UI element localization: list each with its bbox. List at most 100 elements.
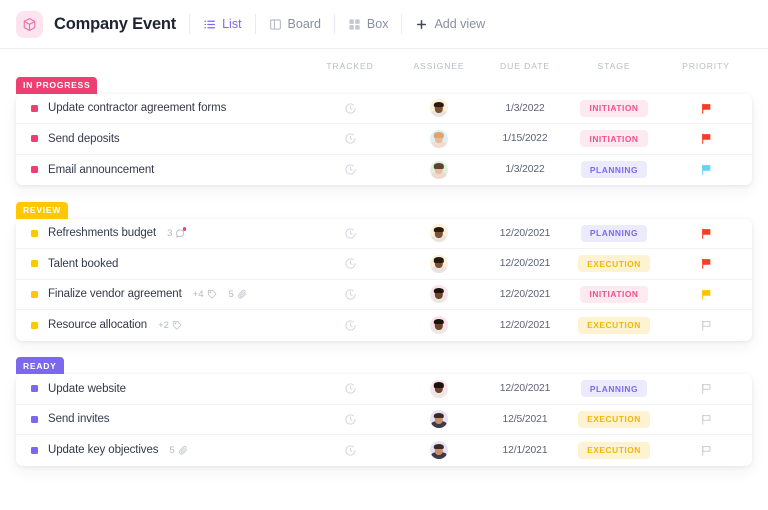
tracked-cell[interactable] — [304, 444, 396, 457]
tracked-cell[interactable] — [304, 288, 396, 301]
flag-filled-icon[interactable] — [700, 163, 713, 176]
avatar[interactable] — [430, 379, 448, 398]
assignee-cell[interactable] — [396, 410, 482, 429]
tracked-cell[interactable] — [304, 382, 396, 395]
due-date-cell[interactable]: 12/20/2021 — [482, 258, 568, 269]
task-cell[interactable]: Email announcement — [16, 164, 304, 176]
task-meta-badge[interactable]: 5 — [169, 445, 187, 456]
assignee-cell[interactable] — [396, 316, 482, 335]
flag-filled-icon[interactable] — [700, 227, 713, 240]
flag-filled-icon[interactable] — [700, 257, 713, 270]
task-cell[interactable]: Send invites — [16, 413, 304, 425]
priority-cell[interactable] — [660, 132, 752, 145]
stage-badge[interactable]: PLANNING — [580, 380, 648, 398]
stage-badge[interactable]: EXECUTION — [578, 410, 650, 428]
tracked-cell[interactable] — [304, 413, 396, 426]
task-cell[interactable]: Send deposits — [16, 133, 304, 145]
stage-badge[interactable]: PLANNING — [580, 161, 648, 179]
table-row[interactable]: Resource allocation +2 12/20/2021 EX — [16, 310, 752, 341]
stage-cell[interactable]: PLANNING — [568, 161, 660, 179]
flag-filled-icon[interactable] — [700, 132, 713, 145]
timer-icon[interactable] — [344, 413, 357, 426]
due-date-cell[interactable]: 1/3/2022 — [482, 164, 568, 175]
tracked-cell[interactable] — [304, 257, 396, 270]
priority-cell[interactable] — [660, 102, 752, 115]
assignee-cell[interactable] — [396, 441, 482, 460]
stage-badge[interactable]: EXECUTION — [578, 255, 650, 273]
priority-cell[interactable] — [660, 163, 752, 176]
priority-cell[interactable] — [660, 382, 752, 395]
due-date-cell[interactable]: 12/20/2021 — [482, 228, 568, 239]
timer-icon[interactable] — [344, 288, 357, 301]
group-status-chip[interactable]: READY — [16, 357, 64, 374]
timer-icon[interactable] — [344, 102, 357, 115]
timer-icon[interactable] — [344, 257, 357, 270]
avatar[interactable] — [430, 129, 448, 148]
task-meta-badge[interactable]: 5 — [229, 289, 247, 300]
flag-filled-icon[interactable] — [700, 288, 713, 301]
assignee-cell[interactable] — [396, 254, 482, 273]
task-meta-badge[interactable]: 3 — [167, 227, 187, 239]
avatar[interactable] — [430, 160, 448, 179]
table-row[interactable]: Talent booked 12/20/2021 EXECUTION — [16, 249, 752, 280]
avatar[interactable] — [430, 441, 448, 460]
due-date-cell[interactable]: 12/20/2021 — [482, 383, 568, 394]
stage-cell[interactable]: EXECUTION — [568, 441, 660, 459]
table-row[interactable]: Refreshments budget 3 12/20/2021 PL — [16, 218, 752, 249]
stage-cell[interactable]: EXECUTION — [568, 316, 660, 334]
table-row[interactable]: Send invites 12/5/2021 EXECUTION — [16, 404, 752, 435]
tracked-cell[interactable] — [304, 163, 396, 176]
flag-outline-icon[interactable] — [700, 382, 713, 395]
tab-box[interactable]: Box — [348, 18, 388, 31]
task-meta-badge[interactable]: +2 — [158, 320, 182, 331]
stage-cell[interactable]: EXECUTION — [568, 410, 660, 428]
group-status-chip[interactable]: IN PROGRESS — [16, 76, 98, 94]
tracked-cell[interactable] — [304, 102, 396, 115]
stage-badge[interactable]: EXECUTION — [578, 316, 650, 334]
tracked-cell[interactable] — [304, 319, 396, 332]
tracked-cell[interactable] — [304, 227, 396, 240]
stage-badge[interactable]: INITIATION — [580, 130, 648, 148]
due-date-cell[interactable]: 1/15/2022 — [482, 133, 568, 144]
avatar[interactable] — [430, 224, 448, 243]
stage-cell[interactable]: EXECUTION — [568, 255, 660, 273]
table-row[interactable]: Update key objectives 5 12/1/2021 EXECUT… — [16, 435, 752, 466]
stage-cell[interactable]: INITIATION — [568, 99, 660, 117]
task-cell[interactable]: Finalize vendor agreement +4 5 — [16, 288, 304, 300]
tab-board[interactable]: Board — [269, 18, 321, 31]
task-cell[interactable]: Update website — [16, 383, 304, 395]
flag-filled-icon[interactable] — [700, 102, 713, 115]
timer-icon[interactable] — [344, 163, 357, 176]
task-cell[interactable]: Resource allocation +2 — [16, 319, 304, 331]
stage-badge[interactable]: EXECUTION — [578, 441, 650, 459]
timer-icon[interactable] — [344, 444, 357, 457]
timer-icon[interactable] — [344, 132, 357, 145]
due-date-cell[interactable]: 12/1/2021 — [482, 445, 568, 456]
stage-cell[interactable]: INITIATION — [568, 285, 660, 303]
task-cell[interactable]: Refreshments budget 3 — [16, 227, 304, 239]
task-cell[interactable]: Talent booked — [16, 258, 304, 270]
due-date-cell[interactable]: 12/20/2021 — [482, 289, 568, 300]
table-row[interactable]: Email announcement 1/3/2022 PLANNING — [16, 154, 752, 185]
avatar[interactable] — [430, 316, 448, 335]
timer-icon[interactable] — [344, 227, 357, 240]
task-meta-badge[interactable]: +4 — [193, 289, 217, 300]
due-date-cell[interactable]: 1/3/2022 — [482, 103, 568, 114]
tab-list[interactable]: List — [203, 18, 242, 31]
stage-cell[interactable]: PLANNING — [568, 224, 660, 242]
tracked-cell[interactable] — [304, 132, 396, 145]
assignee-cell[interactable] — [396, 379, 482, 398]
due-date-cell[interactable]: 12/20/2021 — [482, 320, 568, 331]
table-row[interactable]: Send deposits 1/15/2022 INITIATION — [16, 124, 752, 155]
stage-cell[interactable]: PLANNING — [568, 380, 660, 398]
avatar[interactable] — [430, 99, 448, 118]
task-cell[interactable]: Update key objectives 5 — [16, 444, 304, 456]
priority-cell[interactable] — [660, 257, 752, 270]
stage-cell[interactable]: INITIATION — [568, 130, 660, 148]
due-date-cell[interactable]: 12/5/2021 — [482, 414, 568, 425]
avatar[interactable] — [430, 410, 448, 429]
priority-cell[interactable] — [660, 319, 752, 332]
flag-outline-icon[interactable] — [700, 413, 713, 426]
priority-cell[interactable] — [660, 444, 752, 457]
assignee-cell[interactable] — [396, 160, 482, 179]
